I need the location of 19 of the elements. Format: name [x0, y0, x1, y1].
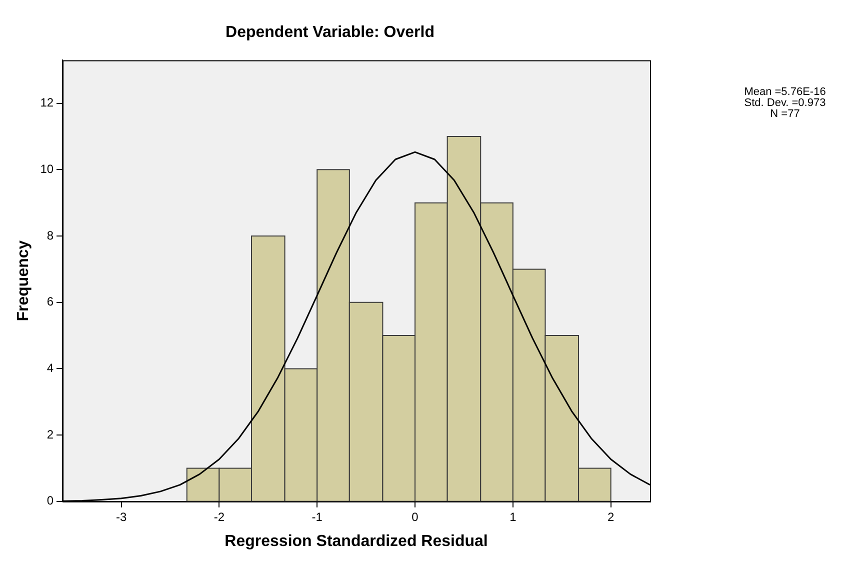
y-tick-label: 0	[46, 494, 54, 508]
x-tick-label: -2	[214, 510, 225, 524]
y-tick-label: 10	[40, 162, 54, 176]
x-tick-label: -3	[116, 510, 127, 524]
chart-title: Dependent Variable: Overld	[226, 24, 434, 42]
y-axis-title: Frequency	[15, 240, 32, 322]
text: N =77	[770, 108, 800, 120]
x-axis-title: Regression Standardized Residual	[224, 532, 488, 550]
y-tick-label: 8	[46, 228, 54, 242]
y-tick-label: 12	[40, 96, 54, 110]
y-tick-label: 4	[46, 361, 54, 376]
y-tick-label: 2	[46, 427, 54, 442]
text: Mean =5.76E-16	[744, 86, 826, 98]
x-tick-label: 2	[607, 510, 614, 524]
x-tick-label: -1	[312, 510, 323, 524]
y-tick-label: 6	[46, 294, 54, 309]
text: Std. Dev. =0.973	[744, 97, 826, 109]
x-tick-label: 0	[412, 510, 419, 524]
x-tick-label: 1	[510, 510, 517, 524]
